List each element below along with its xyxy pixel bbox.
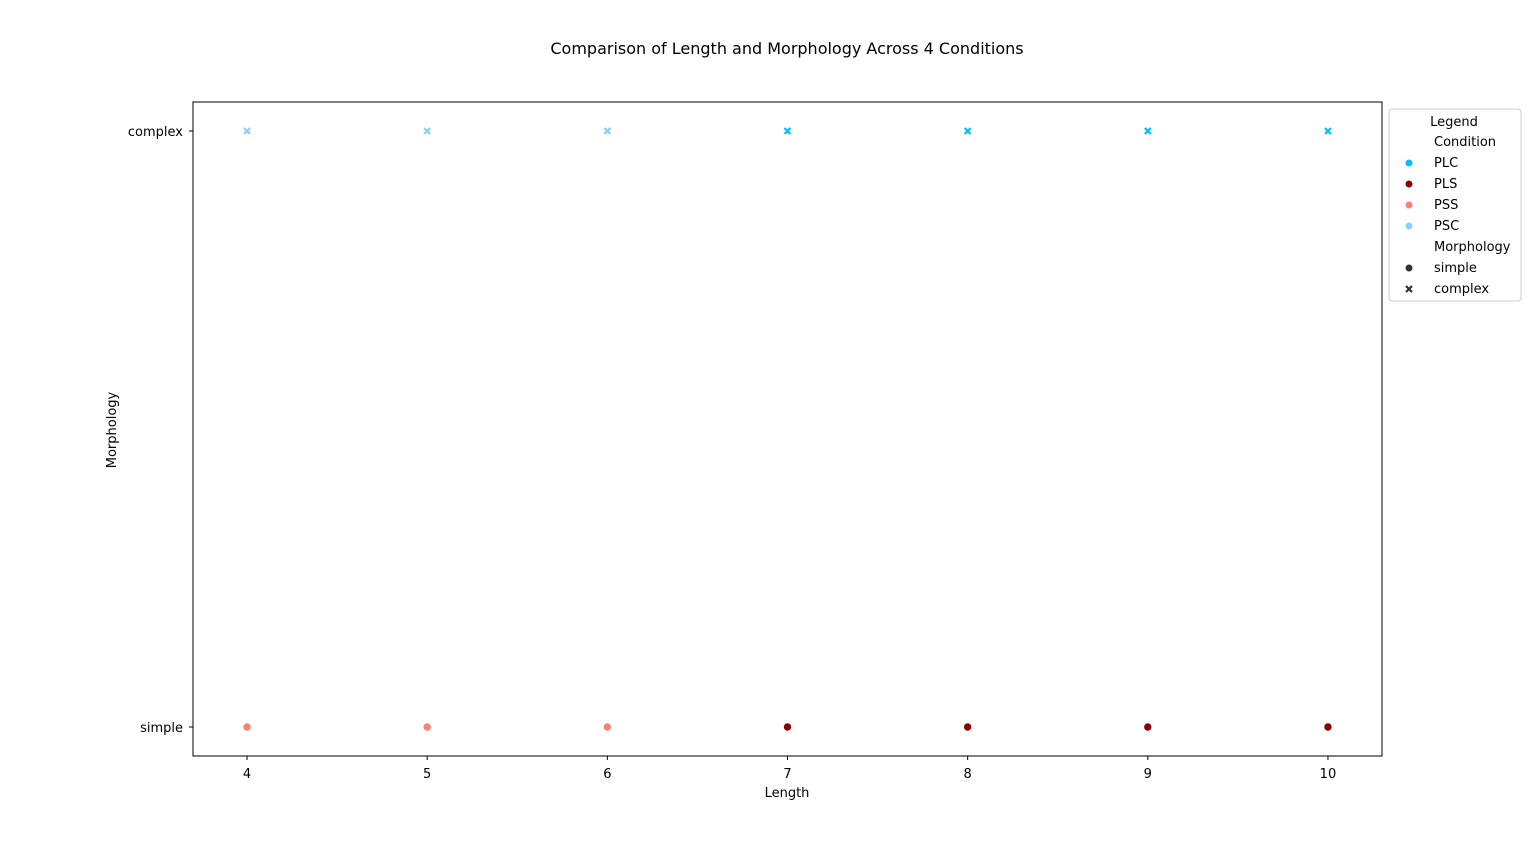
legend-label-complex: complex xyxy=(1434,282,1489,297)
legend-label-plc: PLC xyxy=(1434,156,1458,171)
data-point-plc xyxy=(1324,127,1332,135)
data-point-pls xyxy=(1323,722,1333,732)
y-tick-label: complex xyxy=(128,125,183,140)
legend-marker-plc xyxy=(1404,158,1414,168)
data-point-psc xyxy=(243,127,251,135)
x-tick-label: 7 xyxy=(783,767,791,782)
data-point-psc xyxy=(603,127,612,135)
data-point-pls xyxy=(783,722,792,732)
legend-morphology-title: Morphology xyxy=(1434,240,1511,255)
legend-marker-psc xyxy=(1404,221,1414,231)
data-point-pss xyxy=(422,722,432,732)
x-axis-label: Length xyxy=(765,786,810,801)
data-point-pls xyxy=(963,722,972,732)
x-tick-label: 9 xyxy=(1144,767,1152,782)
legend-label-psc: PSC xyxy=(1434,219,1459,234)
legend-label-pss: PSS xyxy=(1434,198,1458,213)
data-point-plc xyxy=(963,127,972,135)
y-tick-label: simple xyxy=(140,721,183,736)
plot-area: 4 5 6 7 8 9 10 simple complex xyxy=(128,101,1383,782)
chart-title: Comparison of Length and Morphology Acro… xyxy=(550,39,1023,58)
x-tick-label: 10 xyxy=(1320,767,1337,782)
legend-marker-complex xyxy=(1405,285,1413,293)
legend-marker-pls xyxy=(1404,179,1414,189)
data-point-psc xyxy=(423,127,431,135)
data-point-pss xyxy=(603,722,612,732)
plot-frame xyxy=(192,101,1383,757)
x-tick-label: 6 xyxy=(603,767,611,782)
legend-title: Legend xyxy=(1430,115,1478,130)
data-point-pls xyxy=(1143,722,1153,732)
data-point-plc xyxy=(1144,127,1152,135)
data-point-plc xyxy=(783,127,792,135)
legend: Legend Condition PLC PLS PSS PSC Morphology sim… xyxy=(1388,108,1522,302)
y-axis-label: Morphology xyxy=(105,391,120,468)
x-tick-label: 5 xyxy=(423,767,431,782)
legend-box xyxy=(1388,108,1522,302)
legend-label-simple: simple xyxy=(1434,261,1477,276)
data-point-pss xyxy=(242,722,252,732)
x-tick-label: 4 xyxy=(243,767,251,782)
legend-condition-title: Condition xyxy=(1434,135,1496,150)
legend-marker-simple xyxy=(1404,263,1414,273)
x-tick-label: 8 xyxy=(964,767,972,782)
legend-label-pls: PLS xyxy=(1434,177,1457,192)
legend-marker-pss xyxy=(1404,200,1414,210)
